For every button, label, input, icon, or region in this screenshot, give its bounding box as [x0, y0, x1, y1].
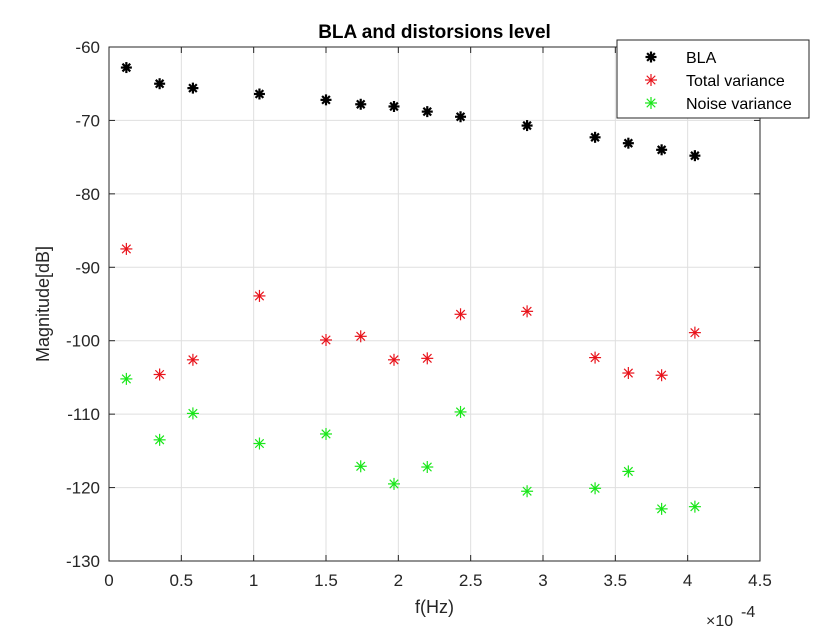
- chart-title: BLA and distorsions level: [318, 22, 551, 43]
- point-noise-variance: [387, 477, 400, 490]
- x-tick-label: 4: [683, 571, 692, 590]
- x-exponent-power: -4: [741, 604, 755, 621]
- point-noise-variance: [521, 485, 534, 498]
- y-tick-label: -90: [75, 258, 100, 277]
- legend-label-noise-variance: Noise variance: [686, 96, 792, 113]
- y-tick-label: -70: [75, 111, 100, 130]
- point-noise-variance: [354, 460, 367, 473]
- point-bla: [154, 78, 166, 90]
- y-tick-label: -60: [75, 38, 100, 57]
- data-points: [120, 62, 701, 515]
- point-noise-variance: [120, 372, 133, 385]
- point-noise-variance: [589, 482, 602, 495]
- point-total-variance: [186, 353, 199, 366]
- x-tick-label: 0: [104, 571, 113, 590]
- x-tick-label: 3: [538, 571, 547, 590]
- series-bla: [120, 62, 701, 162]
- y-tick-label: -80: [75, 185, 100, 204]
- point-bla: [521, 120, 533, 132]
- point-total-variance: [387, 353, 400, 366]
- point-bla: [320, 94, 332, 106]
- point-bla: [455, 111, 467, 123]
- x-exponent-base: ×10: [706, 613, 733, 630]
- point-noise-variance: [622, 465, 635, 478]
- point-noise-variance: [454, 405, 467, 418]
- y-tick-label: -110: [67, 405, 100, 424]
- plot-area: [109, 47, 760, 561]
- point-total-variance: [120, 242, 133, 255]
- point-bla: [355, 98, 367, 110]
- point-noise-variance: [153, 433, 166, 446]
- point-noise-variance: [186, 407, 199, 420]
- point-total-variance: [688, 326, 701, 339]
- point-bla: [589, 131, 601, 143]
- point-bla: [421, 106, 433, 118]
- point-total-variance: [655, 369, 668, 382]
- legend-label-bla: BLA: [686, 50, 717, 67]
- y-axis-label: Magnitude[dB]: [33, 246, 53, 362]
- x-tick-label: 2: [394, 571, 403, 590]
- point-total-variance: [354, 330, 367, 343]
- point-total-variance: [320, 333, 332, 346]
- legend-markers: [645, 51, 657, 109]
- x-tick-label: 3.5: [604, 571, 628, 590]
- point-bla: [120, 62, 132, 74]
- tick-labels: 0 0.5 1 1.5 2 2.5 3 3.5 4 4.5 -130 -120 -110 -100 -90 -…: [66, 38, 772, 590]
- point-total-variance: [153, 368, 166, 381]
- point-total-variance: [421, 352, 434, 365]
- point-noise-variance: [320, 427, 332, 440]
- point-noise-variance: [253, 437, 266, 450]
- point-total-variance: [454, 308, 467, 321]
- point-noise-variance: [688, 500, 701, 513]
- point-total-variance: [589, 351, 602, 364]
- point-total-variance: [253, 289, 266, 302]
- point-bla: [187, 82, 199, 94]
- x-exponent-label: ×10 -4: [706, 604, 755, 630]
- legend-marker-noise-variance: [645, 97, 657, 109]
- series-noise-variance: [120, 372, 701, 515]
- plot-frame: [108, 46, 761, 562]
- y-tick-label: -120: [66, 479, 100, 498]
- y-tick-label: -130: [66, 552, 100, 571]
- x-tick-label: 2.5: [459, 571, 483, 590]
- point-noise-variance: [421, 461, 434, 474]
- x-tick-label: 0.5: [170, 571, 194, 590]
- legend-marker-bla: [645, 51, 657, 63]
- x-tick-label: 4.5: [748, 571, 772, 590]
- point-bla: [253, 88, 265, 100]
- y-tick-label: -100: [66, 332, 100, 351]
- x-axis-label: f(Hz): [415, 597, 454, 617]
- series-total-variance: [120, 242, 701, 382]
- point-bla: [656, 144, 668, 156]
- point-bla: [689, 150, 701, 162]
- point-bla: [622, 137, 634, 149]
- point-bla: [388, 100, 400, 112]
- point-total-variance: [521, 305, 534, 318]
- x-tick-label: 1.5: [314, 571, 338, 590]
- legend-marker-total-variance: [645, 74, 657, 86]
- x-tick-label: 1: [249, 571, 258, 590]
- point-noise-variance: [655, 502, 668, 515]
- point-total-variance: [622, 367, 635, 380]
- legend-label-total-variance: Total variance: [686, 73, 785, 90]
- legend: BLA Total variance Noise variance: [616, 39, 810, 119]
